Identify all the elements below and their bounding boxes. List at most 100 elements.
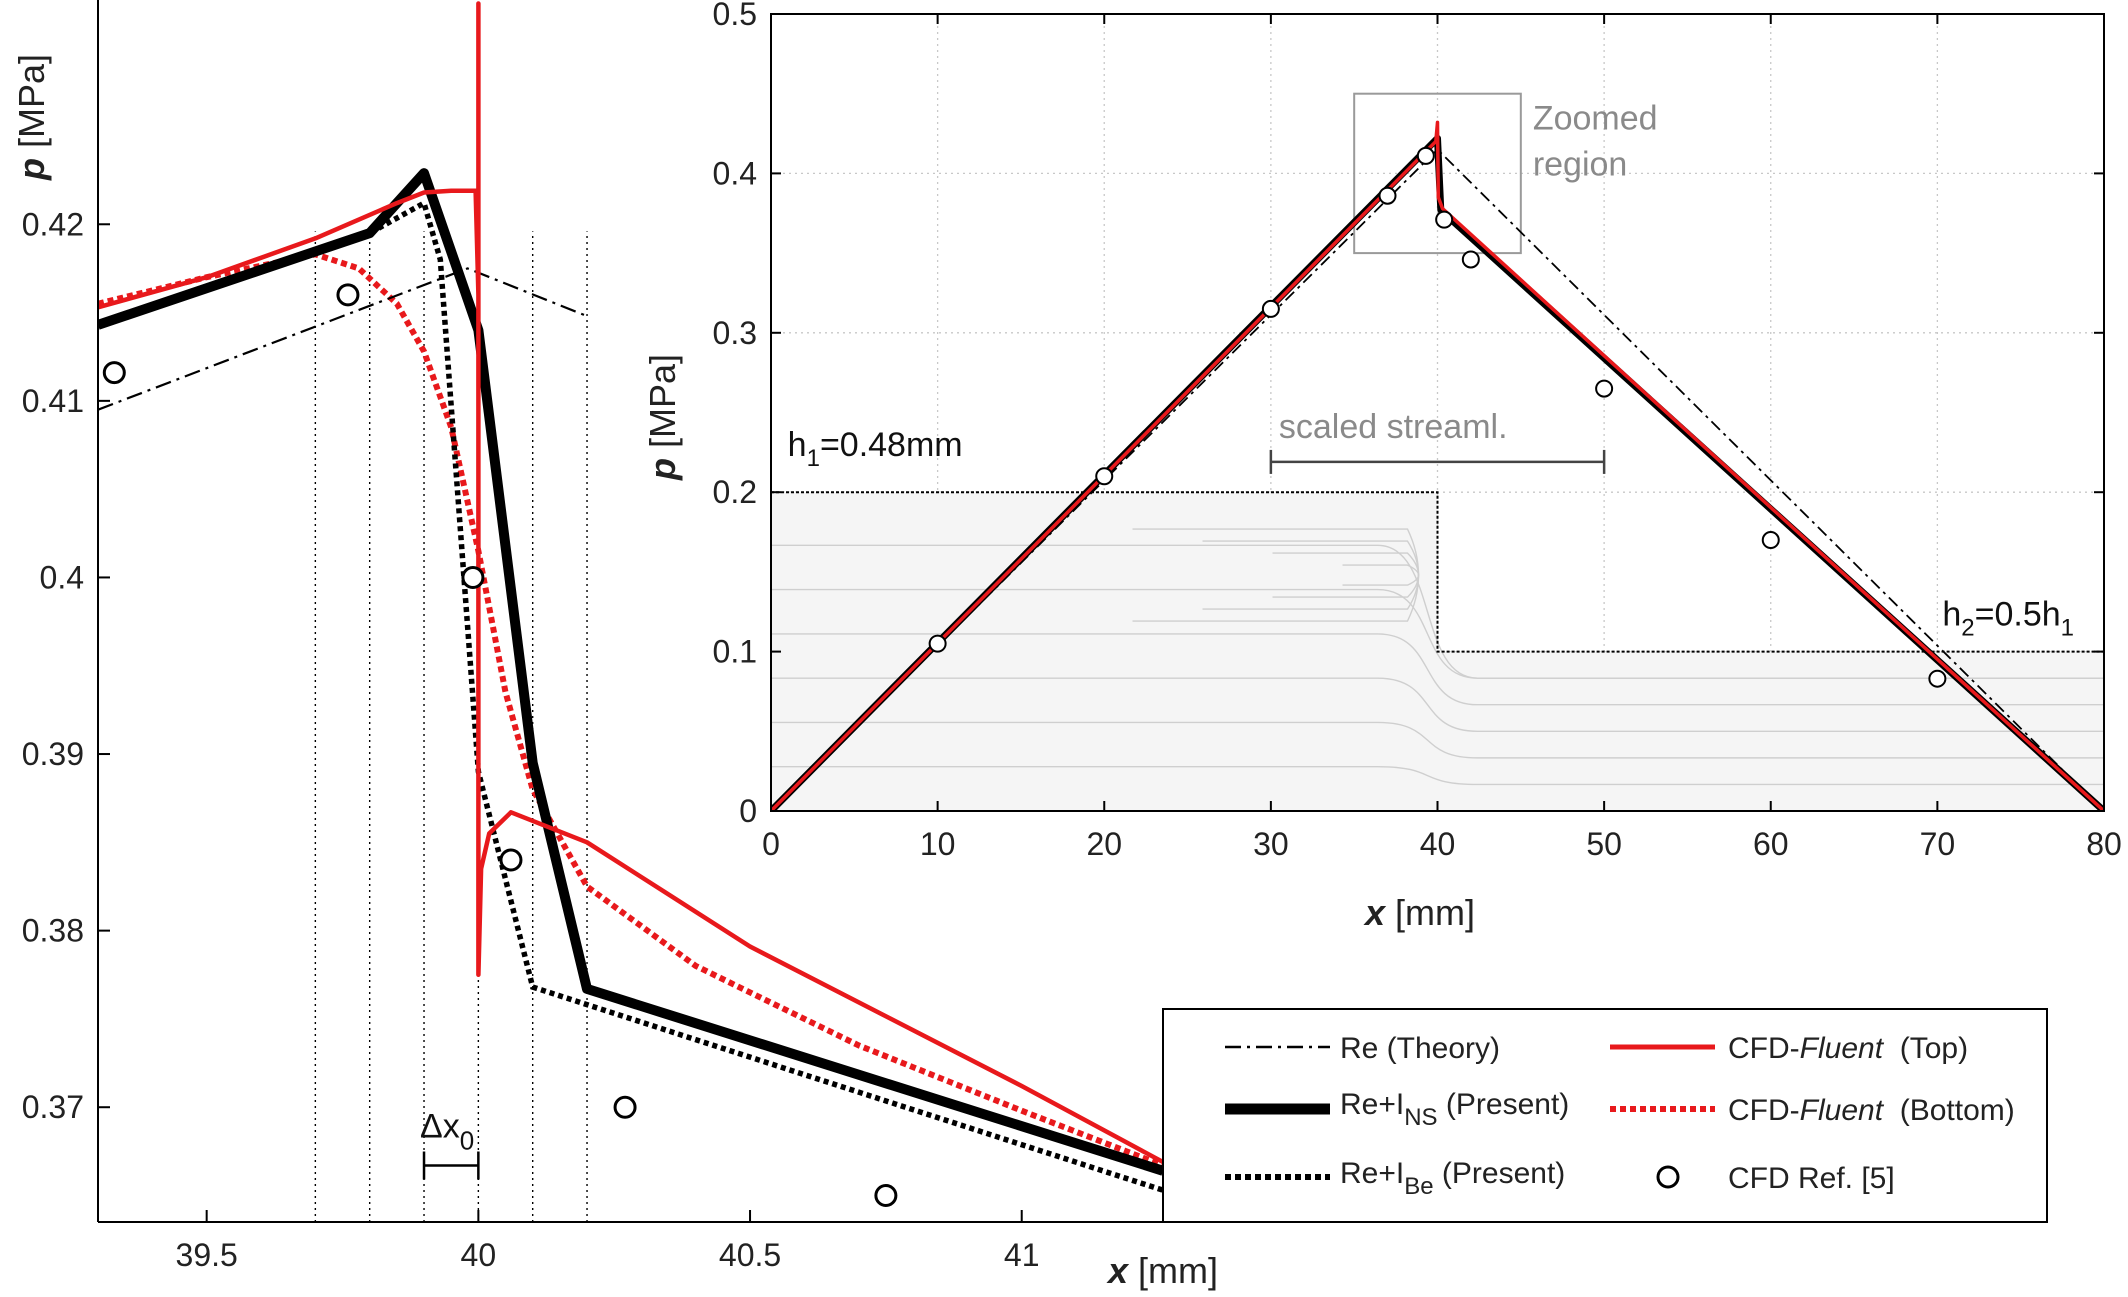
legend-label-fluent-bottom: CFD-Fluent (Bottom) [1728, 1094, 2015, 1127]
delta-x0-base: Δx [420, 1107, 460, 1145]
inset-cfd-ref-point-7 [1595, 379, 1614, 398]
main-x-var: x [1106, 1250, 1130, 1291]
main-y-tick-label-5: 0.42 [22, 206, 84, 242]
inset-x-tick-label-5: 50 [1586, 826, 1622, 862]
inset-series [771, 120, 2104, 811]
main-y-var: p [11, 158, 52, 181]
inset-series-fluent_top [771, 120, 2104, 811]
inset-cfd-ref-point-1 [1095, 467, 1114, 486]
streamline-3 [771, 677, 2104, 732]
h2-sub: 2 [1961, 615, 1974, 642]
channel-outline [771, 491, 2104, 653]
delta-x0-sub: 0 [460, 1125, 474, 1155]
main-x-ticks: 39.5 40 40.5 41 [176, 1210, 1040, 1273]
inset-cfd-ref-point-2 [1261, 299, 1280, 318]
main-x-tick-label-3: 41 [1004, 1237, 1040, 1273]
main-dotted-vlines [314, 231, 588, 1222]
main-x-tick-label-1: 40 [461, 1237, 497, 1273]
inset-y-unit: [MPa] [642, 354, 683, 458]
inset-y-tick-label-5: 0.5 [713, 0, 757, 32]
main-x-unit: [mm] [1128, 1250, 1218, 1291]
inset-x-unit: [mm] [1385, 892, 1475, 933]
legend-fluent-bottom-pre: CFD- [1728, 1094, 1800, 1127]
zoom-label-line2: region [1533, 146, 1628, 184]
legend-label-fluent-top: CFD-Fluent (Top) [1728, 1032, 1968, 1065]
main-series-re_ibe [98, 199, 1163, 1193]
inset-x-tick-label-7: 70 [1920, 826, 1956, 862]
h2-label: h2=0.5h1 [1942, 596, 2074, 642]
inset-x-var: x [1363, 892, 1387, 933]
inset-cfd-ref-point-9 [1928, 669, 1947, 688]
inset-x-tick-label-1: 10 [920, 826, 956, 862]
main-y-tick-label-2: 0.39 [22, 736, 84, 772]
inset-x-tick-label-4: 40 [1420, 826, 1456, 862]
inset-y-tick-label-0: 0 [739, 793, 757, 829]
main-cfd-ref-point-1 [336, 283, 360, 307]
main-y-tick-label-3: 0.4 [40, 559, 84, 595]
inset-y-var: p [642, 458, 683, 481]
inset-x-axis-label: x [mm] [1363, 892, 1475, 933]
legend-fluent-top-rest: (Top) [1883, 1032, 1968, 1065]
h1-sub: 1 [807, 445, 820, 472]
main-x-axis-label: x [mm] [1106, 1250, 1218, 1291]
inset-x-tick-label-2: 20 [1086, 826, 1122, 862]
h1-base: h [788, 426, 807, 464]
streamline-2 [771, 721, 2104, 759]
main-x-tick-label-0: 39.5 [176, 1237, 238, 1273]
h1-rest: =0.48mm [820, 426, 963, 464]
main-series-fluent_top [98, 1, 1163, 1164]
legend-label-re-ibe: Re+IBe (Present) [1340, 1157, 1565, 1200]
legend-re-ins-rest: (Present) [1438, 1088, 1570, 1121]
legend-label-re-theory: Re (Theory) [1340, 1032, 1500, 1065]
streamline-6 [771, 544, 2104, 679]
legend-box [1162, 1008, 2048, 1223]
h2-mid: =0.5h [1975, 596, 2061, 634]
inset-cfd-ref-point-6 [1461, 250, 1480, 269]
inset-cfd-ref-point-8 [1761, 531, 1780, 550]
inset-cfd-ref-point-4 [1416, 146, 1435, 165]
main-cfd-ref-point-3 [499, 848, 523, 872]
main-cfd-ref-point-0 [102, 361, 126, 385]
legend-fluent-bottom-it: Fluent [1800, 1094, 1885, 1127]
h2-base: h [1942, 596, 1961, 634]
legend-swatch-cfd-ref [1656, 1165, 1680, 1189]
h1-label: h1=0.48mm [788, 426, 963, 472]
main-y-axis-label: p [MPa] [11, 54, 52, 181]
main-axes [97, 0, 1163, 1223]
inset-y-tick-label-3: 0.3 [713, 315, 757, 351]
inset-plot: 0 10 20 30 40 50 60 70 80 0 0.1 0.2 0.3 0.4 0.5 Zoomed… [642, 0, 2122, 933]
legend-re-ibe-rest: (Present) [1434, 1157, 1566, 1190]
zoom-box [1269, 92, 1606, 474]
main-plot: 0.370.380.390.40.410.42 39.5 40 40.5 41 Δx0… [11, 0, 1218, 1291]
inset-cfd-ref-point-5 [1435, 210, 1454, 229]
inset-x-tick-label-6: 60 [1753, 826, 1789, 862]
main-cfd-ref-point-2 [461, 565, 485, 589]
legend-label-cfd-ref: CFD Ref. [5] [1728, 1162, 1895, 1195]
main-cfd-ref-point-5 [874, 1184, 898, 1208]
inset-y-tick-label-4: 0.4 [713, 155, 757, 191]
main-series-re_theory [98, 267, 588, 411]
legend-re-ibe-sub: Be [1404, 1173, 1433, 1200]
legend: Re (Theory) Re+INS (Present) Re+IBe (Pre… [1162, 1008, 2048, 1223]
inset-y-tick-label-2: 0.2 [713, 474, 757, 510]
legend-label-re-ins: Re+INS (Present) [1340, 1088, 1569, 1131]
main-y-tick-label-0: 0.37 [22, 1089, 84, 1125]
inset-ticks: 0 10 20 30 40 50 60 70 80 0 0.1 0.2 0.3 0.4 0.5 [713, 0, 2122, 862]
legend-re-ibe-base: Re+I [1340, 1157, 1404, 1190]
legend-re-ins-sub: NS [1404, 1104, 1437, 1131]
streamline-1 [771, 766, 2104, 786]
zoom-label-line1: Zoomed [1533, 100, 1658, 138]
main-y-unit: [MPa] [11, 54, 52, 158]
streamline-region [771, 491, 2104, 811]
inset-x-tick-label-0: 0 [762, 826, 780, 862]
legend-fluent-bottom-rest: (Bottom) [1883, 1094, 2015, 1127]
main-y-ticks: 0.37 0.38 0.39 0.4 0.41 0.42 [22, 206, 110, 1125]
zoom-rect [1353, 92, 1522, 255]
legend-re-ins-base: Re+I [1340, 1088, 1404, 1121]
delta-x0-label: Δx0 [420, 1107, 474, 1155]
inset-y-axis-label: p [MPa] [642, 354, 683, 481]
streamline-4 [771, 633, 2104, 706]
h2-sub2: 1 [2061, 615, 2074, 642]
legend-fluent-top-it: Fluent [1800, 1032, 1885, 1065]
